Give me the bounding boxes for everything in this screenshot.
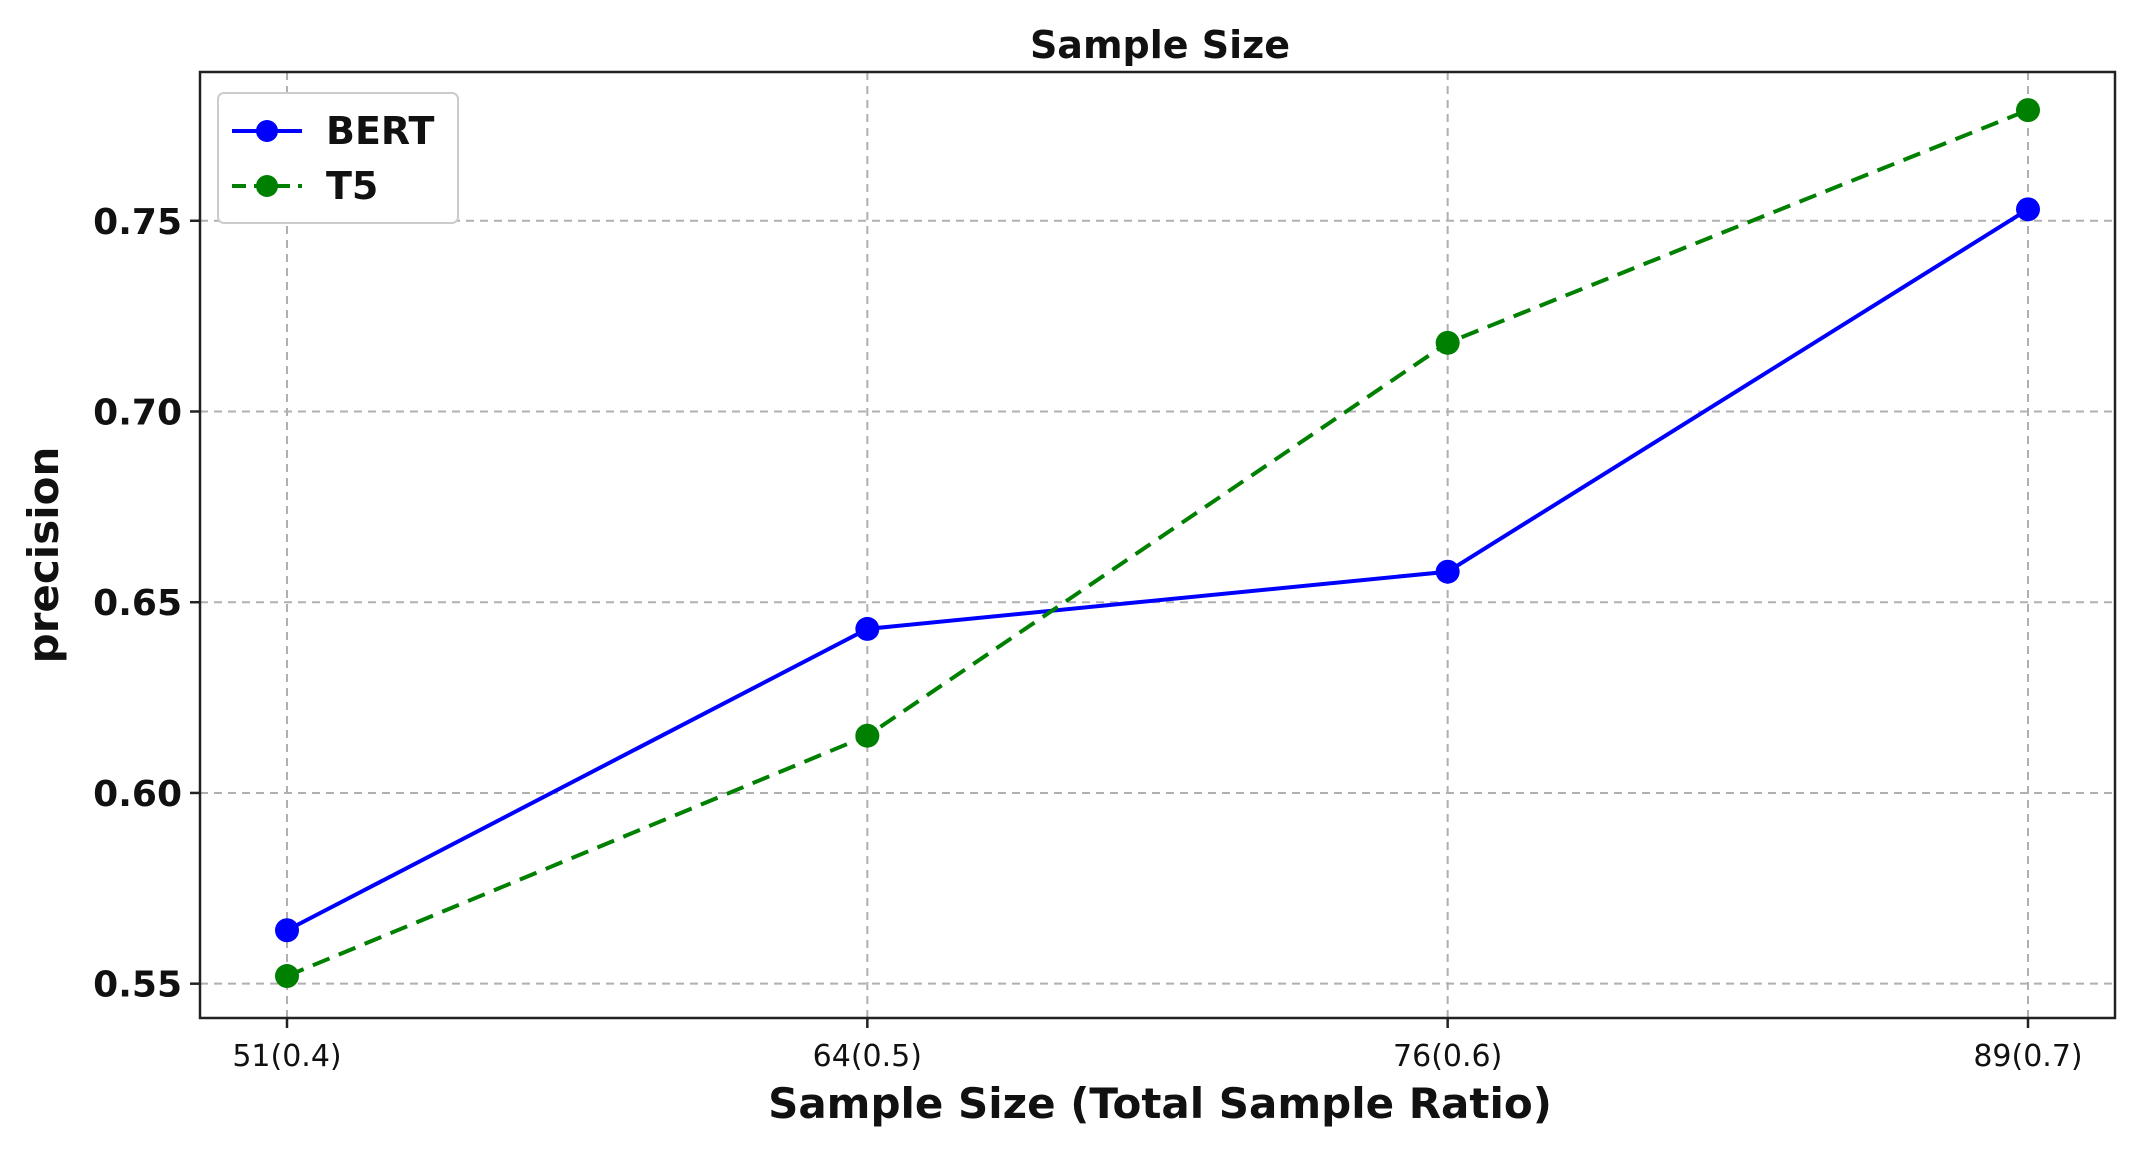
legend-entries: BERT T5	[232, 109, 434, 208]
data-point-bert	[275, 918, 299, 943]
chart-title: Sample Size	[1030, 23, 1290, 67]
y-tick-label: 0.65	[93, 583, 182, 624]
series-t5	[275, 98, 2040, 989]
plot-frame	[198, 70, 2117, 1020]
y-tick-label: 0.70	[93, 392, 182, 433]
data-point-t5	[275, 964, 299, 989]
y-tick-label: 0.75	[93, 202, 182, 243]
legend-marker	[256, 175, 278, 197]
legend-marker	[256, 120, 278, 142]
series-layer	[275, 98, 2040, 989]
x-axis-label: Sample Size (Total Sample Ratio)	[768, 1079, 1552, 1128]
data-point-t5	[2016, 98, 2040, 123]
y-axis: 0.55 0.60 0.65 0.70 0.75	[93, 202, 200, 1006]
y-tick-label: 0.55	[93, 965, 182, 1006]
legend-entry-bert: BERT	[232, 109, 434, 153]
y-tick-label: 0.60	[93, 774, 182, 815]
data-point-t5	[855, 723, 880, 748]
legend: BERT T5	[217, 92, 459, 224]
legend-label: BERT	[326, 109, 434, 153]
legend-box	[217, 92, 459, 224]
data-point-bert	[855, 616, 880, 641]
x-tick-label: 76(0.6)	[1393, 1039, 1502, 1074]
data-point-bert	[2016, 197, 2040, 222]
x-tick-label: 51(0.4)	[232, 1039, 341, 1074]
y-axis-label: precision	[19, 447, 68, 664]
series-line-t5	[286, 108, 2029, 978]
series-line-bert	[286, 207, 2030, 933]
series-bert	[275, 197, 2040, 943]
x-tick-label: 64(0.5)	[813, 1039, 922, 1074]
data-point-bert	[1435, 559, 1460, 584]
grid	[200, 72, 2115, 1018]
legend-entry-t5: T5	[232, 164, 378, 208]
x-tick-label: 89(0.7)	[1973, 1039, 2082, 1074]
legend-label: T5	[326, 164, 378, 208]
x-axis: 51(0.4) 64(0.5) 76(0.6) 89(0.7)	[232, 1018, 2083, 1074]
data-point-t5	[1435, 330, 1460, 355]
